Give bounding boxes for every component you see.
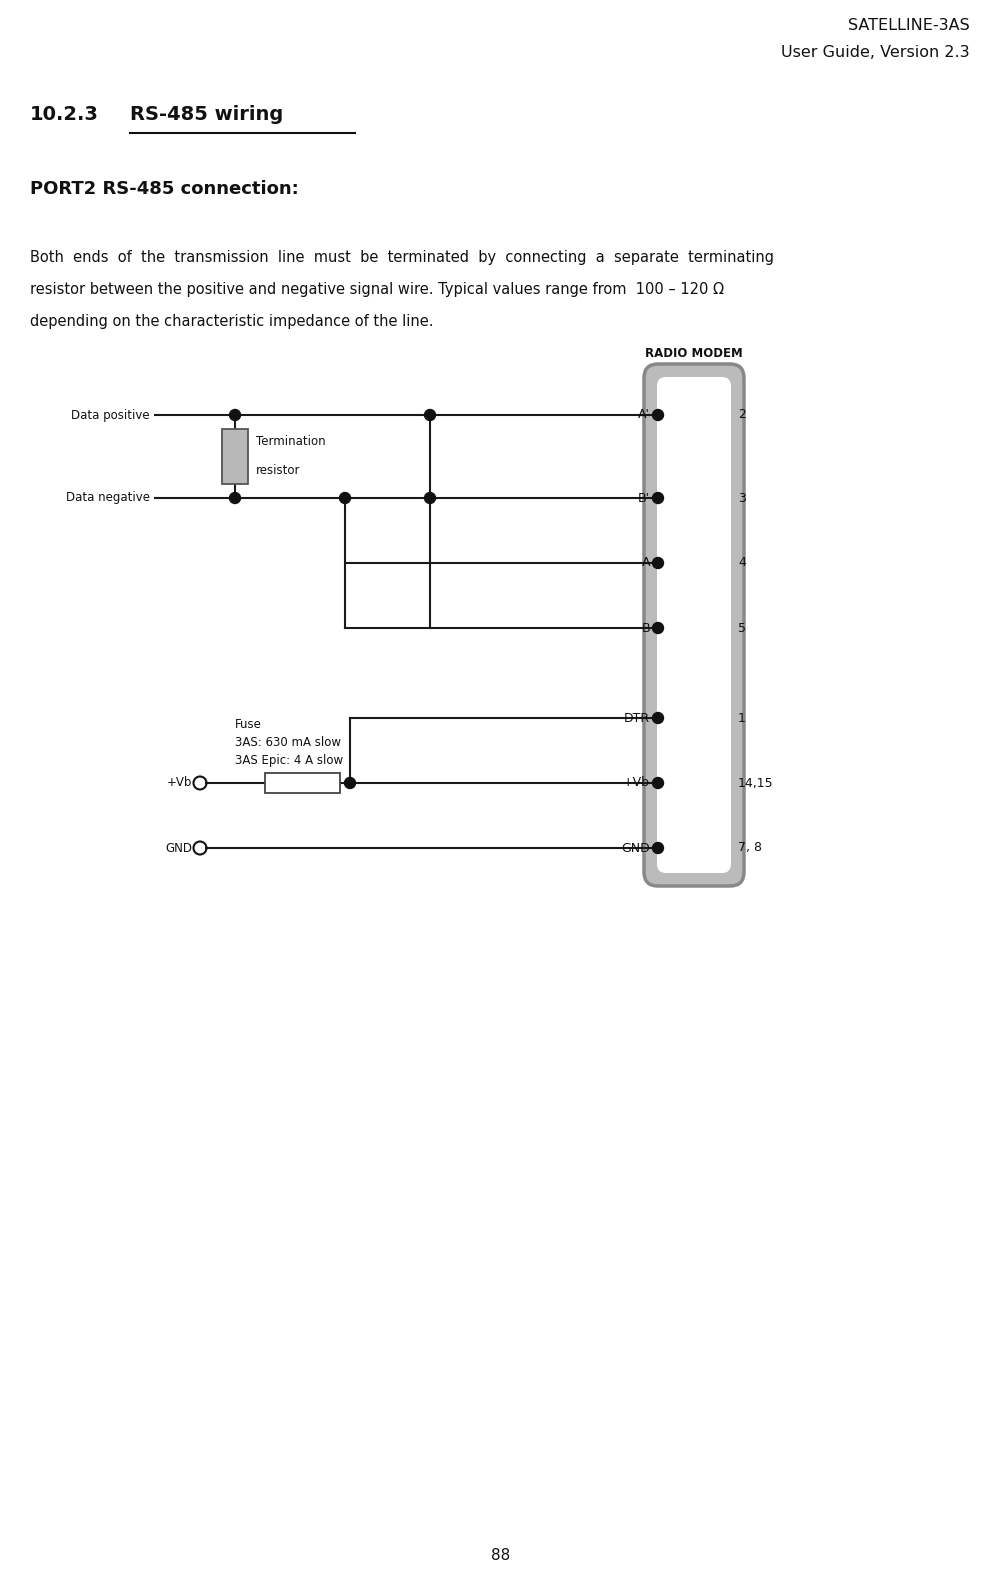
Circle shape [652, 558, 663, 569]
Circle shape [229, 492, 240, 503]
Text: Both  ends  of  the  transmission  line  must  be  terminated  by  connecting  a: Both ends of the transmission line must … [30, 250, 774, 264]
Text: Data negative: Data negative [66, 492, 150, 505]
Circle shape [652, 843, 663, 854]
Circle shape [652, 777, 663, 789]
Text: resistor between the positive and negative signal wire. Typical values range fro: resistor between the positive and negati… [30, 282, 723, 296]
Text: 3: 3 [737, 492, 745, 505]
Text: GND: GND [620, 841, 649, 854]
Bar [221, 429, 247, 484]
Text: resistor: resistor [256, 464, 301, 478]
Circle shape [344, 777, 355, 789]
Text: depending on the characteristic impedance of the line.: depending on the characteristic impedanc… [30, 314, 433, 330]
Text: 10.2.3: 10.2.3 [30, 105, 99, 124]
Text: DTR: DTR [623, 712, 649, 725]
Text: 3AS: 630 mA slow: 3AS: 630 mA slow [234, 736, 341, 749]
Text: SATELLINE-3AS: SATELLINE-3AS [848, 18, 969, 33]
Text: Data positive: Data positive [71, 408, 150, 422]
Circle shape [229, 409, 240, 421]
Text: PORT2 RS-485 connection:: PORT2 RS-485 connection: [30, 180, 299, 198]
Circle shape [652, 409, 663, 421]
Text: User Guide, Version 2.3: User Guide, Version 2.3 [781, 45, 969, 61]
Circle shape [424, 409, 435, 421]
Bar [265, 773, 340, 793]
Text: B: B [640, 621, 649, 634]
FancyBboxPatch shape [656, 378, 730, 873]
Text: Termination: Termination [256, 435, 326, 448]
Text: 4: 4 [737, 556, 745, 570]
Text: 3AS Epic: 4 A slow: 3AS Epic: 4 A slow [234, 753, 343, 766]
Circle shape [652, 712, 663, 723]
Text: A: A [641, 556, 649, 570]
Text: 5: 5 [737, 621, 745, 634]
Text: RS-485 wiring: RS-485 wiring [130, 105, 283, 124]
Text: 7, 8: 7, 8 [737, 841, 762, 854]
Text: A': A' [637, 408, 649, 422]
Text: 14,15: 14,15 [737, 776, 773, 790]
Text: B': B' [637, 492, 649, 505]
Text: Fuse: Fuse [234, 718, 262, 731]
Text: RADIO MODEM: RADIO MODEM [644, 347, 742, 360]
Text: +Vb: +Vb [622, 776, 649, 790]
Text: 88: 88 [491, 1547, 510, 1563]
Text: 2: 2 [737, 408, 745, 422]
Circle shape [339, 492, 350, 503]
Circle shape [652, 623, 663, 634]
Text: 1: 1 [737, 712, 745, 725]
Circle shape [652, 492, 663, 503]
FancyBboxPatch shape [643, 363, 743, 886]
Circle shape [424, 492, 435, 503]
Text: +Vb: +Vb [166, 776, 191, 790]
Text: GND: GND [165, 841, 191, 854]
